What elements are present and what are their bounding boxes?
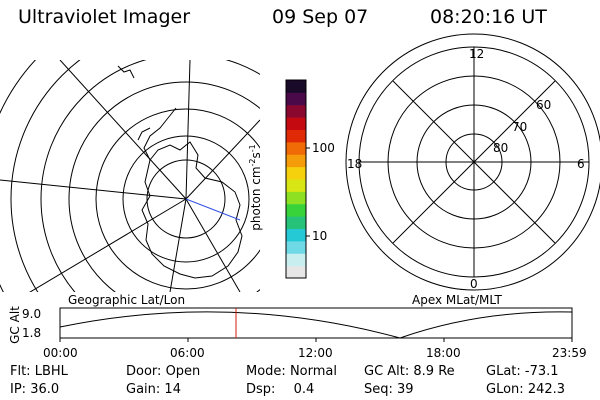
geographic-map bbox=[0, 60, 260, 292]
strip-xtick-0600: 06:00 bbox=[170, 346, 205, 360]
mlt-label-18: 18 bbox=[347, 157, 363, 171]
time-label: 08:20:16 UT bbox=[430, 6, 547, 28]
colorbar-unit-label: photon cm-2s-1 bbox=[247, 144, 263, 231]
glat-info: GLat: -73.1 bbox=[486, 364, 559, 379]
colorbar-frame bbox=[285, 79, 307, 279]
colorbar-swatch bbox=[286, 104, 306, 118]
mlat-label-80: 80 bbox=[493, 141, 509, 155]
colorbar-swatch bbox=[286, 179, 306, 192]
colorbar-swatch bbox=[286, 191, 306, 205]
gain-info: Gain: 14 bbox=[126, 382, 181, 397]
colorbar-swatch bbox=[286, 117, 306, 130]
colorbar-swatch bbox=[286, 203, 306, 217]
seq-info: Seq: 39 bbox=[364, 382, 414, 397]
colorbar bbox=[285, 79, 310, 279]
colorbar-swatch bbox=[286, 129, 306, 143]
dsp-info: Dsp: 0.4 bbox=[246, 382, 315, 397]
gcalt-info: GC Alt: 8.9 Re bbox=[364, 364, 455, 379]
strip-xtick-0000: 00:00 bbox=[43, 346, 78, 360]
mlt-label-6: 6 bbox=[577, 157, 585, 171]
colorbar-swatch bbox=[286, 253, 306, 267]
colorbar-tick-100: 100 bbox=[312, 141, 335, 155]
mlt-label-0: 0 bbox=[470, 277, 478, 291]
flt-info: Flt: LBHL bbox=[10, 364, 68, 379]
strip-ytick-9: 9.0 bbox=[22, 307, 42, 321]
colorbar-swatch bbox=[286, 216, 306, 229]
strip-xtick-1200: 12:00 bbox=[298, 346, 333, 360]
apex-panel-label: Apex MLat/MLT bbox=[412, 293, 502, 307]
door-info: Door: Open bbox=[126, 364, 201, 379]
app-title: Ultraviolet Imager bbox=[18, 6, 191, 28]
colorbar-swatch bbox=[286, 154, 306, 168]
glon-info: GLon: 242.3 bbox=[486, 382, 566, 397]
colorbar-swatch bbox=[286, 240, 306, 254]
colorbar-swatch bbox=[286, 80, 306, 93]
colorbar-tick-10: 10 bbox=[312, 229, 328, 243]
strip-xtick-1800: 18:00 bbox=[426, 346, 461, 360]
colorbar-swatch bbox=[286, 166, 306, 180]
mode-info: Mode: Normal bbox=[246, 364, 337, 379]
colorbar-swatch bbox=[286, 92, 306, 106]
colorbar-swatch bbox=[286, 228, 306, 242]
mlat-label-70: 70 bbox=[512, 120, 528, 134]
colorbar-swatch bbox=[286, 141, 306, 155]
ip-info: IP: 36.0 bbox=[10, 382, 60, 397]
apex-polar-plot bbox=[345, 33, 600, 291]
strip-xtick-2359: 23:59 bbox=[552, 346, 587, 360]
mlat-label-60: 60 bbox=[536, 98, 552, 112]
mlt-label-12: 12 bbox=[469, 47, 485, 61]
date-label: 09 Sep 07 bbox=[272, 6, 369, 28]
altitude-strip bbox=[59, 307, 573, 342]
strip-ytick-1-8: 1.8 bbox=[22, 326, 42, 340]
colorbar-swatch bbox=[286, 265, 306, 279]
geographic-panel-label: Geographic Lat/Lon bbox=[68, 293, 186, 307]
strip-axis-label: GC Alt bbox=[7, 306, 22, 344]
